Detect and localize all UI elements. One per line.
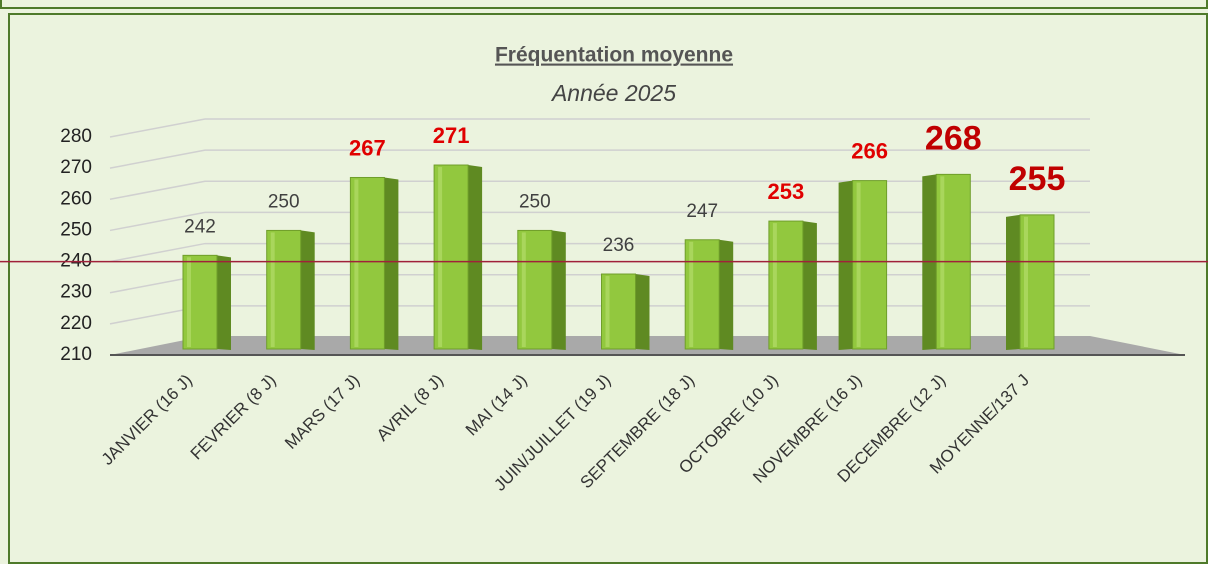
value-label: 267	[349, 135, 386, 160]
grid-line	[109, 118, 1090, 138]
value-label: 242	[184, 216, 216, 237]
value-label: 255	[1009, 160, 1066, 198]
y-tick-label: 220	[60, 313, 92, 334]
bar	[517, 229, 566, 350]
y-tick-label: 260	[60, 188, 92, 209]
bar-side	[468, 165, 483, 350]
bar-side	[719, 239, 734, 350]
bar-highlight	[187, 257, 191, 347]
bar-highlight	[605, 276, 610, 347]
grid-line	[109, 149, 1090, 169]
bar	[838, 180, 888, 350]
bar-highlight	[438, 167, 443, 347]
bar	[768, 220, 817, 350]
y-tick-label: 250	[60, 219, 92, 240]
y-tick-label: 230	[60, 282, 92, 303]
value-label: 250	[519, 191, 551, 212]
bar	[182, 254, 231, 350]
top-frame	[0, 0, 1208, 9]
chart-subtitle: Année 2025	[550, 80, 676, 106]
chart-title: Fréquentation moyenne	[495, 44, 733, 67]
grid-line	[109, 211, 1090, 232]
bar-side	[384, 177, 399, 350]
bar	[349, 176, 399, 350]
bar-side	[300, 230, 315, 350]
bar-side	[802, 221, 817, 350]
bar	[433, 164, 483, 350]
bar-side	[217, 255, 231, 350]
bar-highlight	[689, 241, 694, 347]
bar-side	[551, 230, 566, 350]
bar	[684, 239, 734, 350]
y-tick-label: 280	[60, 126, 92, 147]
bar-side	[1006, 214, 1020, 350]
bar	[266, 229, 315, 350]
bar-highlight	[521, 232, 526, 347]
bar-highlight	[354, 179, 359, 347]
value-label: 266	[851, 138, 888, 163]
bar-highlight	[856, 182, 861, 347]
value-label: 247	[686, 201, 718, 222]
bar-highlight	[1024, 216, 1028, 347]
bar-side	[838, 180, 853, 350]
grid-line	[109, 180, 1090, 201]
value-label: 253	[768, 179, 805, 204]
y-tick-label: 210	[60, 344, 92, 365]
bar-side	[635, 274, 650, 350]
bar-highlight	[772, 223, 777, 347]
value-label: 268	[925, 119, 982, 157]
y-tick-label: 270	[60, 157, 92, 178]
frame	[8, 13, 1208, 564]
bar	[601, 273, 650, 350]
value-label: 236	[603, 235, 635, 256]
value-label: 271	[433, 123, 470, 148]
value-label: 250	[268, 191, 300, 212]
bar	[1006, 214, 1055, 350]
bar-highlight	[270, 232, 275, 347]
